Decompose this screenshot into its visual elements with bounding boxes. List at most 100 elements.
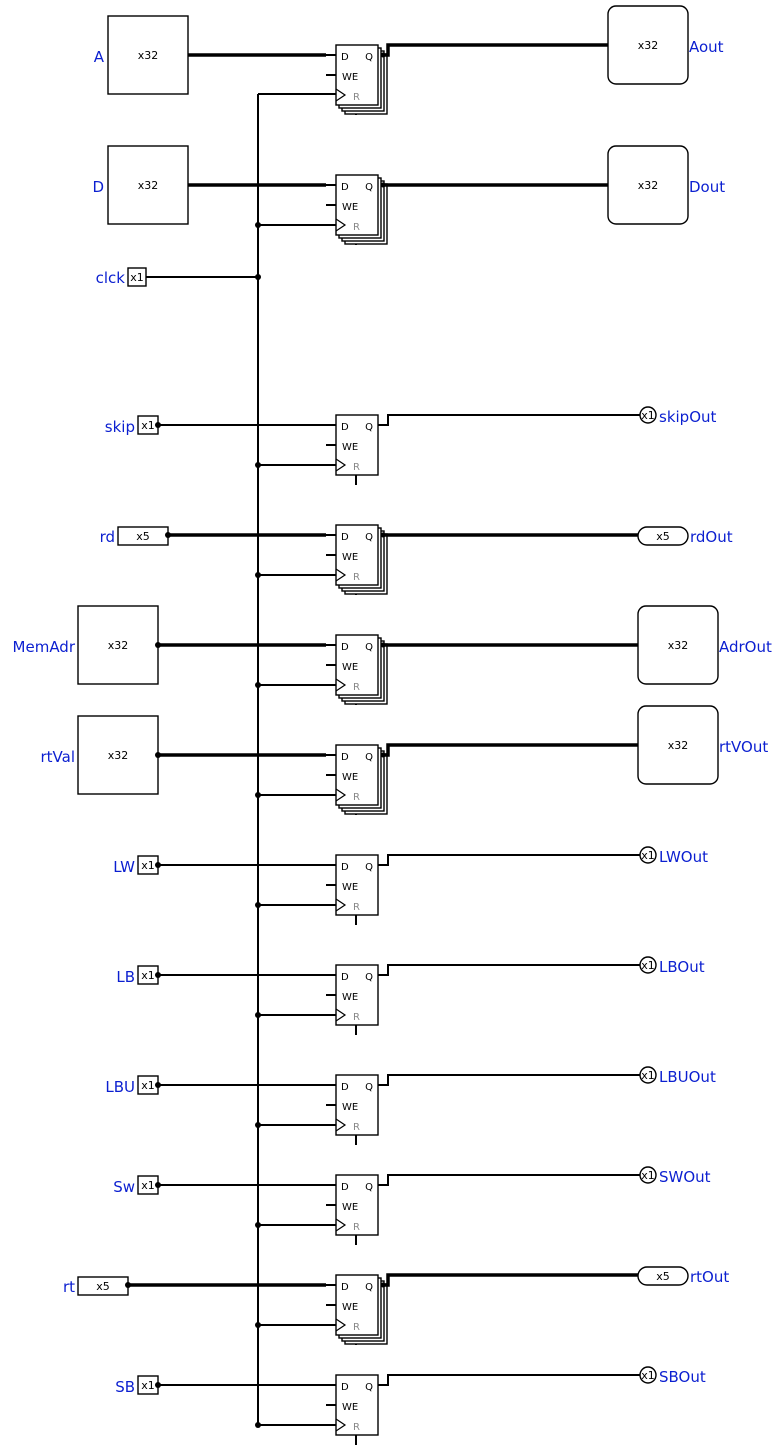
junction-dot xyxy=(255,222,261,228)
junction-dot xyxy=(155,422,161,428)
input-label: SB xyxy=(115,1378,135,1396)
register-rtVal: D Q WE R xyxy=(155,743,638,815)
junction-dot xyxy=(155,1382,161,1388)
input-pin-rt: x5 rt xyxy=(63,1276,129,1296)
input-pin-D: x32 D xyxy=(92,145,189,225)
output-width: x1 xyxy=(641,1069,655,1082)
pin-d-label: D xyxy=(341,1282,349,1293)
register-body xyxy=(335,174,379,236)
register-MemAdr: D Q WE R xyxy=(155,634,638,705)
pin-d-label: D xyxy=(341,52,349,63)
input-pin-clck: x1 clck xyxy=(96,267,147,287)
input-width: x32 xyxy=(138,179,159,192)
pin-we-label: WE xyxy=(342,72,358,83)
input-pin-LW: x1 LW xyxy=(113,855,159,876)
input-label: D xyxy=(92,178,104,196)
clock-triangle xyxy=(335,88,347,102)
output-pin-LBOut: x1 LBOut xyxy=(639,956,705,976)
clock-triangle xyxy=(335,1118,347,1132)
output-label: Dout xyxy=(689,178,725,196)
pin-d-label: D xyxy=(341,642,349,653)
register-rt: D Q WE R xyxy=(125,1273,638,1345)
pin-r-label: R xyxy=(353,1222,360,1233)
output-label: rtOut xyxy=(690,1268,729,1286)
output-label: LBOut xyxy=(659,958,705,976)
output-label: Aout xyxy=(689,38,724,56)
pin-r-label: R xyxy=(353,1122,360,1133)
pin-we-label: WE xyxy=(342,1202,358,1213)
output-wire xyxy=(378,1374,640,1386)
pin-q-label: Q xyxy=(365,52,373,63)
input-width: x1 xyxy=(141,969,155,982)
input-width: x1 xyxy=(130,271,144,284)
pin-r-label: R xyxy=(353,902,360,913)
pin-we-label: WE xyxy=(342,442,358,453)
pin-we-label: WE xyxy=(342,882,358,893)
input-box xyxy=(107,15,189,95)
pin-d-label: D xyxy=(341,182,349,193)
junction-dot xyxy=(255,1012,261,1018)
input-width: x1 xyxy=(141,859,155,872)
pin-d-label: D xyxy=(341,422,349,433)
pin-we-label: WE xyxy=(342,552,358,563)
output-wire xyxy=(381,743,638,757)
output-pin-SWOut: x1 SWOut xyxy=(639,1166,711,1186)
output-pin-LBUOut: x1 LBUOut xyxy=(639,1066,716,1086)
input-pin-Sw: x1 Sw xyxy=(113,1175,159,1196)
junction-dot xyxy=(255,572,261,578)
junction-dot xyxy=(255,1122,261,1128)
pin-d-label: D xyxy=(341,1182,349,1193)
pin-we-label: WE xyxy=(342,662,358,673)
input-pin-rtVal: x32 rtVal xyxy=(40,715,159,795)
junction-dot xyxy=(155,1182,161,1188)
register-body xyxy=(335,1174,379,1236)
input-width: x1 xyxy=(141,1179,155,1192)
output-wire xyxy=(378,964,640,976)
register-LW: D Q WE R xyxy=(155,854,640,925)
output-wire xyxy=(378,1174,640,1186)
pin-r-label: R xyxy=(353,462,360,473)
junction-dot xyxy=(255,902,261,908)
pin-d-label: D xyxy=(341,1082,349,1093)
input-label: LBU xyxy=(105,1078,135,1096)
output-pin-SBOut: x1 SBOut xyxy=(639,1366,706,1386)
junction-dot xyxy=(380,182,386,188)
pin-r-label: R xyxy=(353,1422,360,1433)
register-LBU: D Q WE R xyxy=(155,1074,640,1145)
pin-we-label: WE xyxy=(342,1102,358,1113)
input-label: rt xyxy=(63,1278,75,1296)
junction-dot xyxy=(380,52,386,58)
output-label: rtVOut xyxy=(719,738,768,756)
pin-q-label: Q xyxy=(365,1082,373,1093)
junction-dot xyxy=(380,1282,386,1288)
input-label: LW xyxy=(113,858,135,876)
register-rd: D Q WE R xyxy=(165,524,638,595)
junction-dot xyxy=(255,792,261,798)
output-label: SBOut xyxy=(659,1368,706,1386)
register-SB: D Q WE R xyxy=(155,1374,640,1445)
junction-dot xyxy=(255,1222,261,1228)
input-box xyxy=(77,715,159,795)
pin-q-label: Q xyxy=(365,422,373,433)
output-wire xyxy=(378,854,640,866)
output-label: LWOut xyxy=(659,848,708,866)
pin-we-label: WE xyxy=(342,1302,358,1313)
output-width: x1 xyxy=(641,959,655,972)
clock-triangle xyxy=(335,458,347,472)
pin-we-label: WE xyxy=(342,202,358,213)
clock-triangle xyxy=(335,1318,347,1332)
pin-r-label: R xyxy=(353,92,360,103)
input-width: x1 xyxy=(141,1379,155,1392)
pin-d-label: D xyxy=(341,972,349,983)
pin-we-label: WE xyxy=(342,772,358,783)
input-pin-LB: x1 LB xyxy=(116,965,159,986)
junction-dot xyxy=(155,1082,161,1088)
junction-dot xyxy=(380,752,386,758)
junction-dot xyxy=(155,752,161,758)
output-label: LBUOut xyxy=(659,1068,716,1086)
pin-r-label: R xyxy=(353,1012,360,1023)
input-label: rtVal xyxy=(40,748,75,766)
input-width: x1 xyxy=(141,419,155,432)
pin-we-label: WE xyxy=(342,1402,358,1413)
pin-q-label: Q xyxy=(365,752,373,763)
